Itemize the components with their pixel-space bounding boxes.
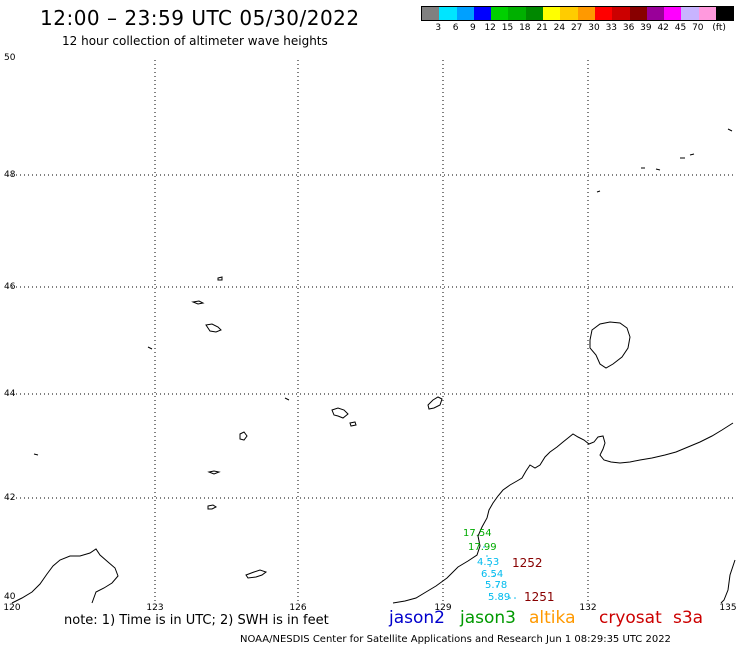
mission-legend-jason2: jason2 [389, 608, 445, 628]
color-scale-label: 6 [452, 23, 459, 33]
wave-height-observation: 4.53 [477, 557, 500, 568]
color-scale-swatch [698, 7, 717, 20]
color-scale-label: 15 [501, 23, 514, 33]
color-scale-swatch [629, 7, 647, 20]
color-scale-swatch [594, 7, 613, 20]
track-label: 1251 [524, 590, 555, 604]
lat-label: 46 [4, 282, 16, 292]
color-scale-label: 45 [674, 23, 687, 33]
color-scale-label: 30 [588, 23, 600, 33]
mission-legend-jason3: jason3 [460, 608, 516, 628]
color-scale-unit: (ft) [712, 23, 726, 33]
map-grid [12, 60, 734, 603]
wave-height-observation: 5.89 [488, 592, 511, 603]
color-scale-swatch [612, 7, 630, 20]
wave-height-observation: 5.78 [485, 580, 508, 591]
color-scale-swatch [646, 7, 665, 20]
lat-label: 50 [4, 53, 16, 63]
units-note: note: 1) Time is in UTC; 2) SWH is in fe… [64, 613, 329, 628]
color-scale-label: 12 [484, 23, 496, 33]
color-scale-label: 21 [536, 23, 548, 33]
color-scale-label: 70 [692, 23, 704, 33]
color-scale-swatch [716, 7, 734, 20]
color-scale-label: 24 [553, 23, 566, 33]
color-scale-swatch [664, 7, 682, 20]
lon-label: 126 [289, 603, 307, 613]
color-scale-label: 42 [657, 23, 669, 33]
coastline [11, 128, 736, 604]
color-scale-label: 36 [622, 23, 635, 33]
color-scale-swatch [422, 7, 440, 20]
lon-label: 129 [434, 603, 452, 613]
mission-legend-altika: altika [529, 608, 576, 628]
lat-label: 48 [4, 170, 16, 180]
track-dots [483, 546, 516, 599]
wave-height-observation: 17.54 [463, 528, 492, 539]
color-scale-swatch [473, 7, 492, 20]
color-scale-label: 18 [519, 23, 531, 33]
lon-label: 120 [3, 603, 21, 613]
color-scale-labels: 3 6 9 12 15 18 21 24 27 30 33 36 39 42 45 70 (ft) [421, 23, 734, 35]
color-scale-swatch [491, 7, 509, 20]
color-scale-swatch [525, 7, 544, 20]
track-label: 1252 [512, 556, 543, 570]
mission-legend-cryosat: cryosat [599, 608, 662, 628]
lon-label: 135 [719, 603, 737, 613]
color-scale-swatch [681, 7, 699, 20]
color-scale-label: 3 [435, 23, 442, 33]
lon-label: 132 [579, 603, 597, 613]
color-scale-label: 39 [640, 23, 652, 33]
lat-label: 40 [4, 592, 16, 602]
map-title: 12:00 – 23:59 UTC 05/30/2022 [40, 6, 360, 30]
color-scale-swatch [577, 7, 595, 20]
color-scale-swatch [560, 7, 578, 20]
map-subtitle: 12 hour collection of altimeter wave hei… [62, 34, 328, 48]
color-scale-label: 9 [470, 23, 476, 33]
color-scale-swatch [508, 7, 526, 20]
mission-legend-s3a: s3a [673, 608, 704, 628]
lat-label: 44 [4, 389, 16, 399]
color-scale-swatch [543, 7, 561, 20]
lat-label: 42 [4, 493, 16, 503]
color-scale-swatch [456, 7, 474, 20]
color-scale-swatch [439, 7, 457, 20]
color-scale-label: 27 [570, 23, 583, 33]
footer-credit: NOAA/NESDIS Center for Satellite Applica… [240, 634, 671, 645]
color-scale-legend: 3 6 9 12 15 18 21 24 27 30 33 36 39 42 45 70 (ft) [421, 6, 735, 35]
color-scale-label: 33 [605, 23, 618, 33]
color-scale-swatches [421, 6, 735, 21]
lon-label: 123 [146, 603, 164, 613]
wave-height-observation: 6.54 [481, 569, 504, 580]
wave-height-observation: 17.99 [468, 542, 497, 553]
